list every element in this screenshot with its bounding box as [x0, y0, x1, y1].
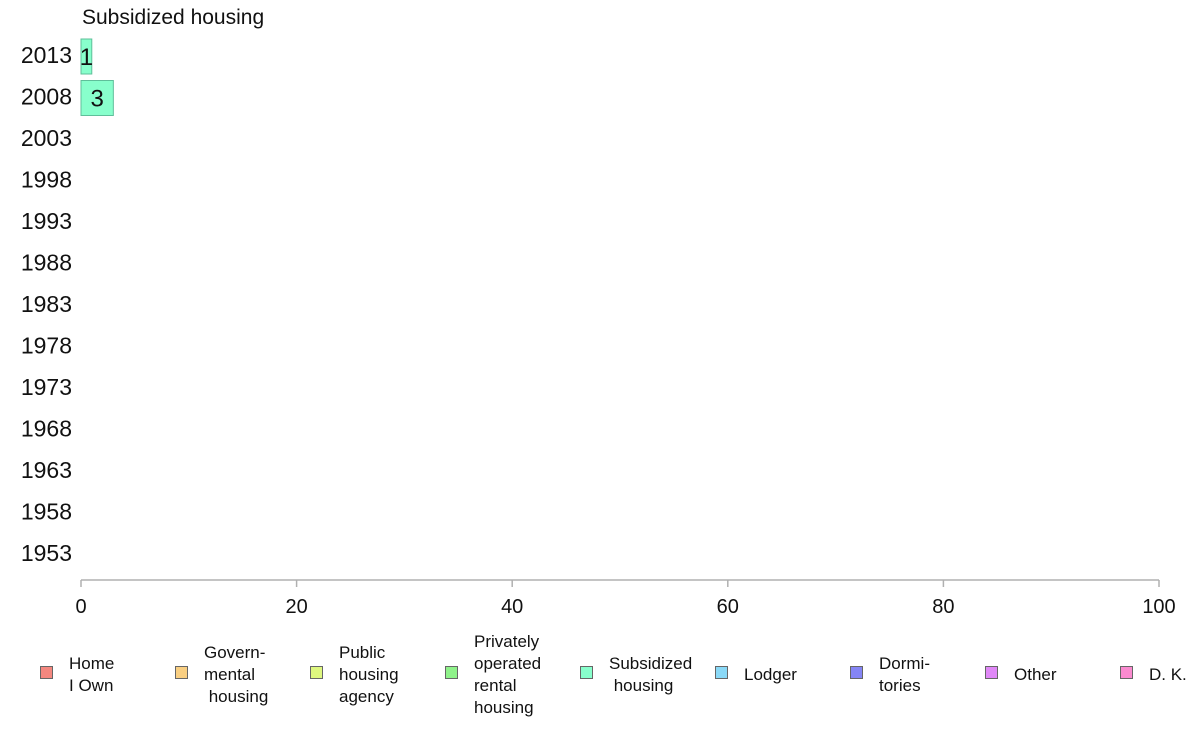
y-tick-label: 1968	[21, 416, 72, 442]
legend-swatch	[175, 666, 188, 679]
data-label: 1	[80, 44, 93, 71]
bar	[80, 80, 114, 116]
y-tick-label: 2008	[21, 84, 72, 110]
y-tick-label: 2003	[21, 125, 72, 151]
legend-swatch	[580, 666, 593, 679]
chart-title: Subsidized housing	[82, 6, 265, 29]
y-tick-label: 1978	[21, 333, 72, 359]
y-tick-label: 1953	[21, 540, 72, 566]
x-tick-label: 40	[501, 596, 523, 618]
legend-label: Privately operated rental housing	[474, 632, 542, 717]
legend-label: D. K.	[1149, 665, 1187, 684]
y-tick-label: 1993	[21, 208, 72, 234]
legend-label: Subsidized housing	[609, 654, 693, 695]
legend-swatch	[1120, 666, 1133, 679]
data-label: 3	[90, 86, 103, 113]
legend-label: Govern- mental housing	[204, 643, 269, 706]
x-tick-label: 60	[717, 596, 739, 618]
legend-label: Other	[1014, 665, 1057, 684]
legend-label: Lodger	[744, 665, 797, 684]
x-tick-label: 20	[285, 596, 307, 618]
legend-swatch	[445, 666, 458, 679]
legend-label: Home I Own	[69, 654, 115, 695]
x-tick-label: 100	[1142, 596, 1175, 618]
y-tick-label: 2013	[21, 42, 72, 68]
legend-swatch	[40, 666, 53, 679]
y-tick-label: 1963	[21, 457, 72, 483]
y-tick-label: 1998	[21, 167, 72, 193]
x-tick-label: 0	[75, 596, 86, 618]
y-tick-label: 1973	[21, 374, 72, 400]
legend-swatch	[715, 666, 728, 679]
y-tick-label: 1983	[21, 291, 72, 317]
legend-label: Dormi- tories	[879, 654, 930, 695]
legend-swatch	[985, 666, 998, 679]
y-tick-label: 1988	[21, 250, 72, 276]
bar	[80, 38, 93, 75]
legend-label: Public housing agency	[339, 643, 399, 706]
legend-swatch	[850, 666, 863, 679]
x-tick-label: 80	[932, 596, 954, 618]
legend-swatch	[310, 666, 323, 679]
y-tick-label: 1958	[21, 499, 72, 525]
